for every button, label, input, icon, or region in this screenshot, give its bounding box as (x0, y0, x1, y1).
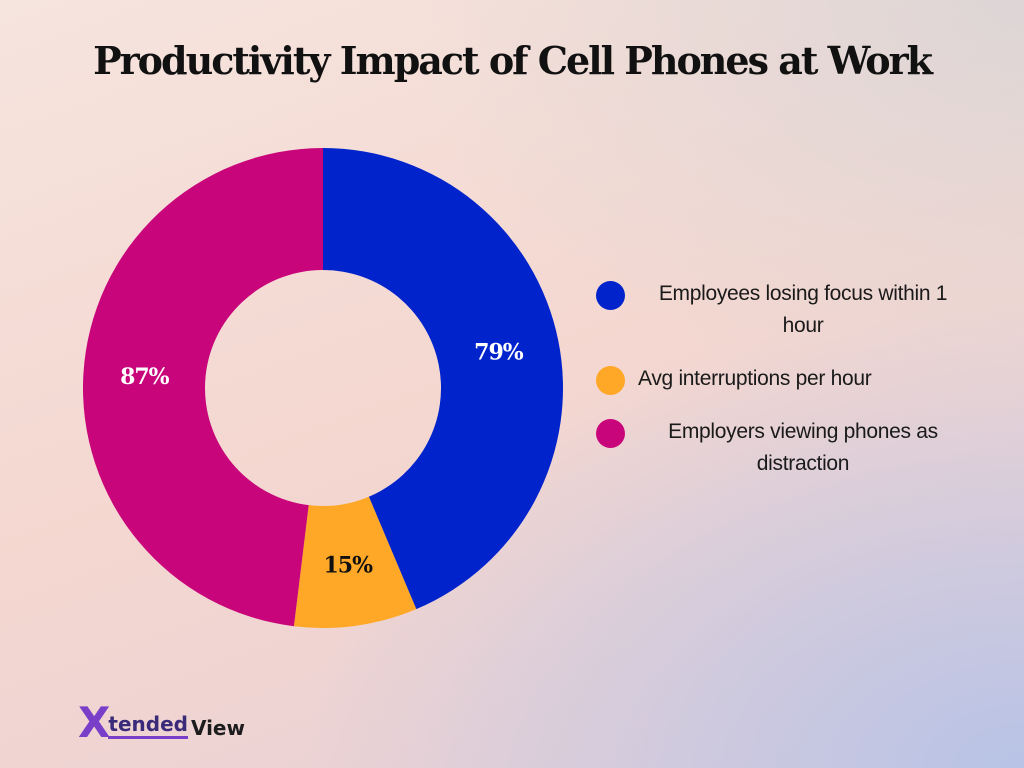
legend-label-interruptions: Avg interruptions per hour (638, 367, 872, 390)
donut-slice-distraction (82, 148, 323, 627)
logo-text-tended: tended (108, 713, 188, 739)
data-label-interruptions: 15% (324, 552, 374, 578)
data-label-focus: 79% (474, 340, 524, 366)
logo-mark: X (78, 698, 111, 747)
legend-item-interruptions: Avg interruptions per hour (596, 363, 976, 395)
donut-chart: 79% 15% 87% (82, 148, 564, 628)
legend-label-focus: Employees losing focus within 1 hour (658, 282, 948, 337)
legend-swatch-distraction (596, 419, 625, 448)
chart-legend: Employees losing focus within 1 hour Avg… (596, 278, 976, 501)
chart-title: Productivity Impact of Cell Phones at Wo… (93, 38, 933, 83)
xtendedview-logo: X tended View (78, 698, 245, 747)
logo-text-view: View (190, 716, 245, 740)
legend-label-distraction: Employers viewing phones as distraction (668, 420, 938, 475)
donut-slice-interruptions (293, 496, 417, 628)
data-label-distraction: 87% (120, 364, 170, 390)
donut-slice-focus (323, 148, 564, 610)
legend-item-focus: Employees losing focus within 1 hour (596, 278, 976, 342)
legend-swatch-focus (596, 281, 625, 310)
legend-item-distraction: Employers viewing phones as distraction (596, 416, 976, 480)
legend-swatch-interruptions (596, 366, 625, 395)
